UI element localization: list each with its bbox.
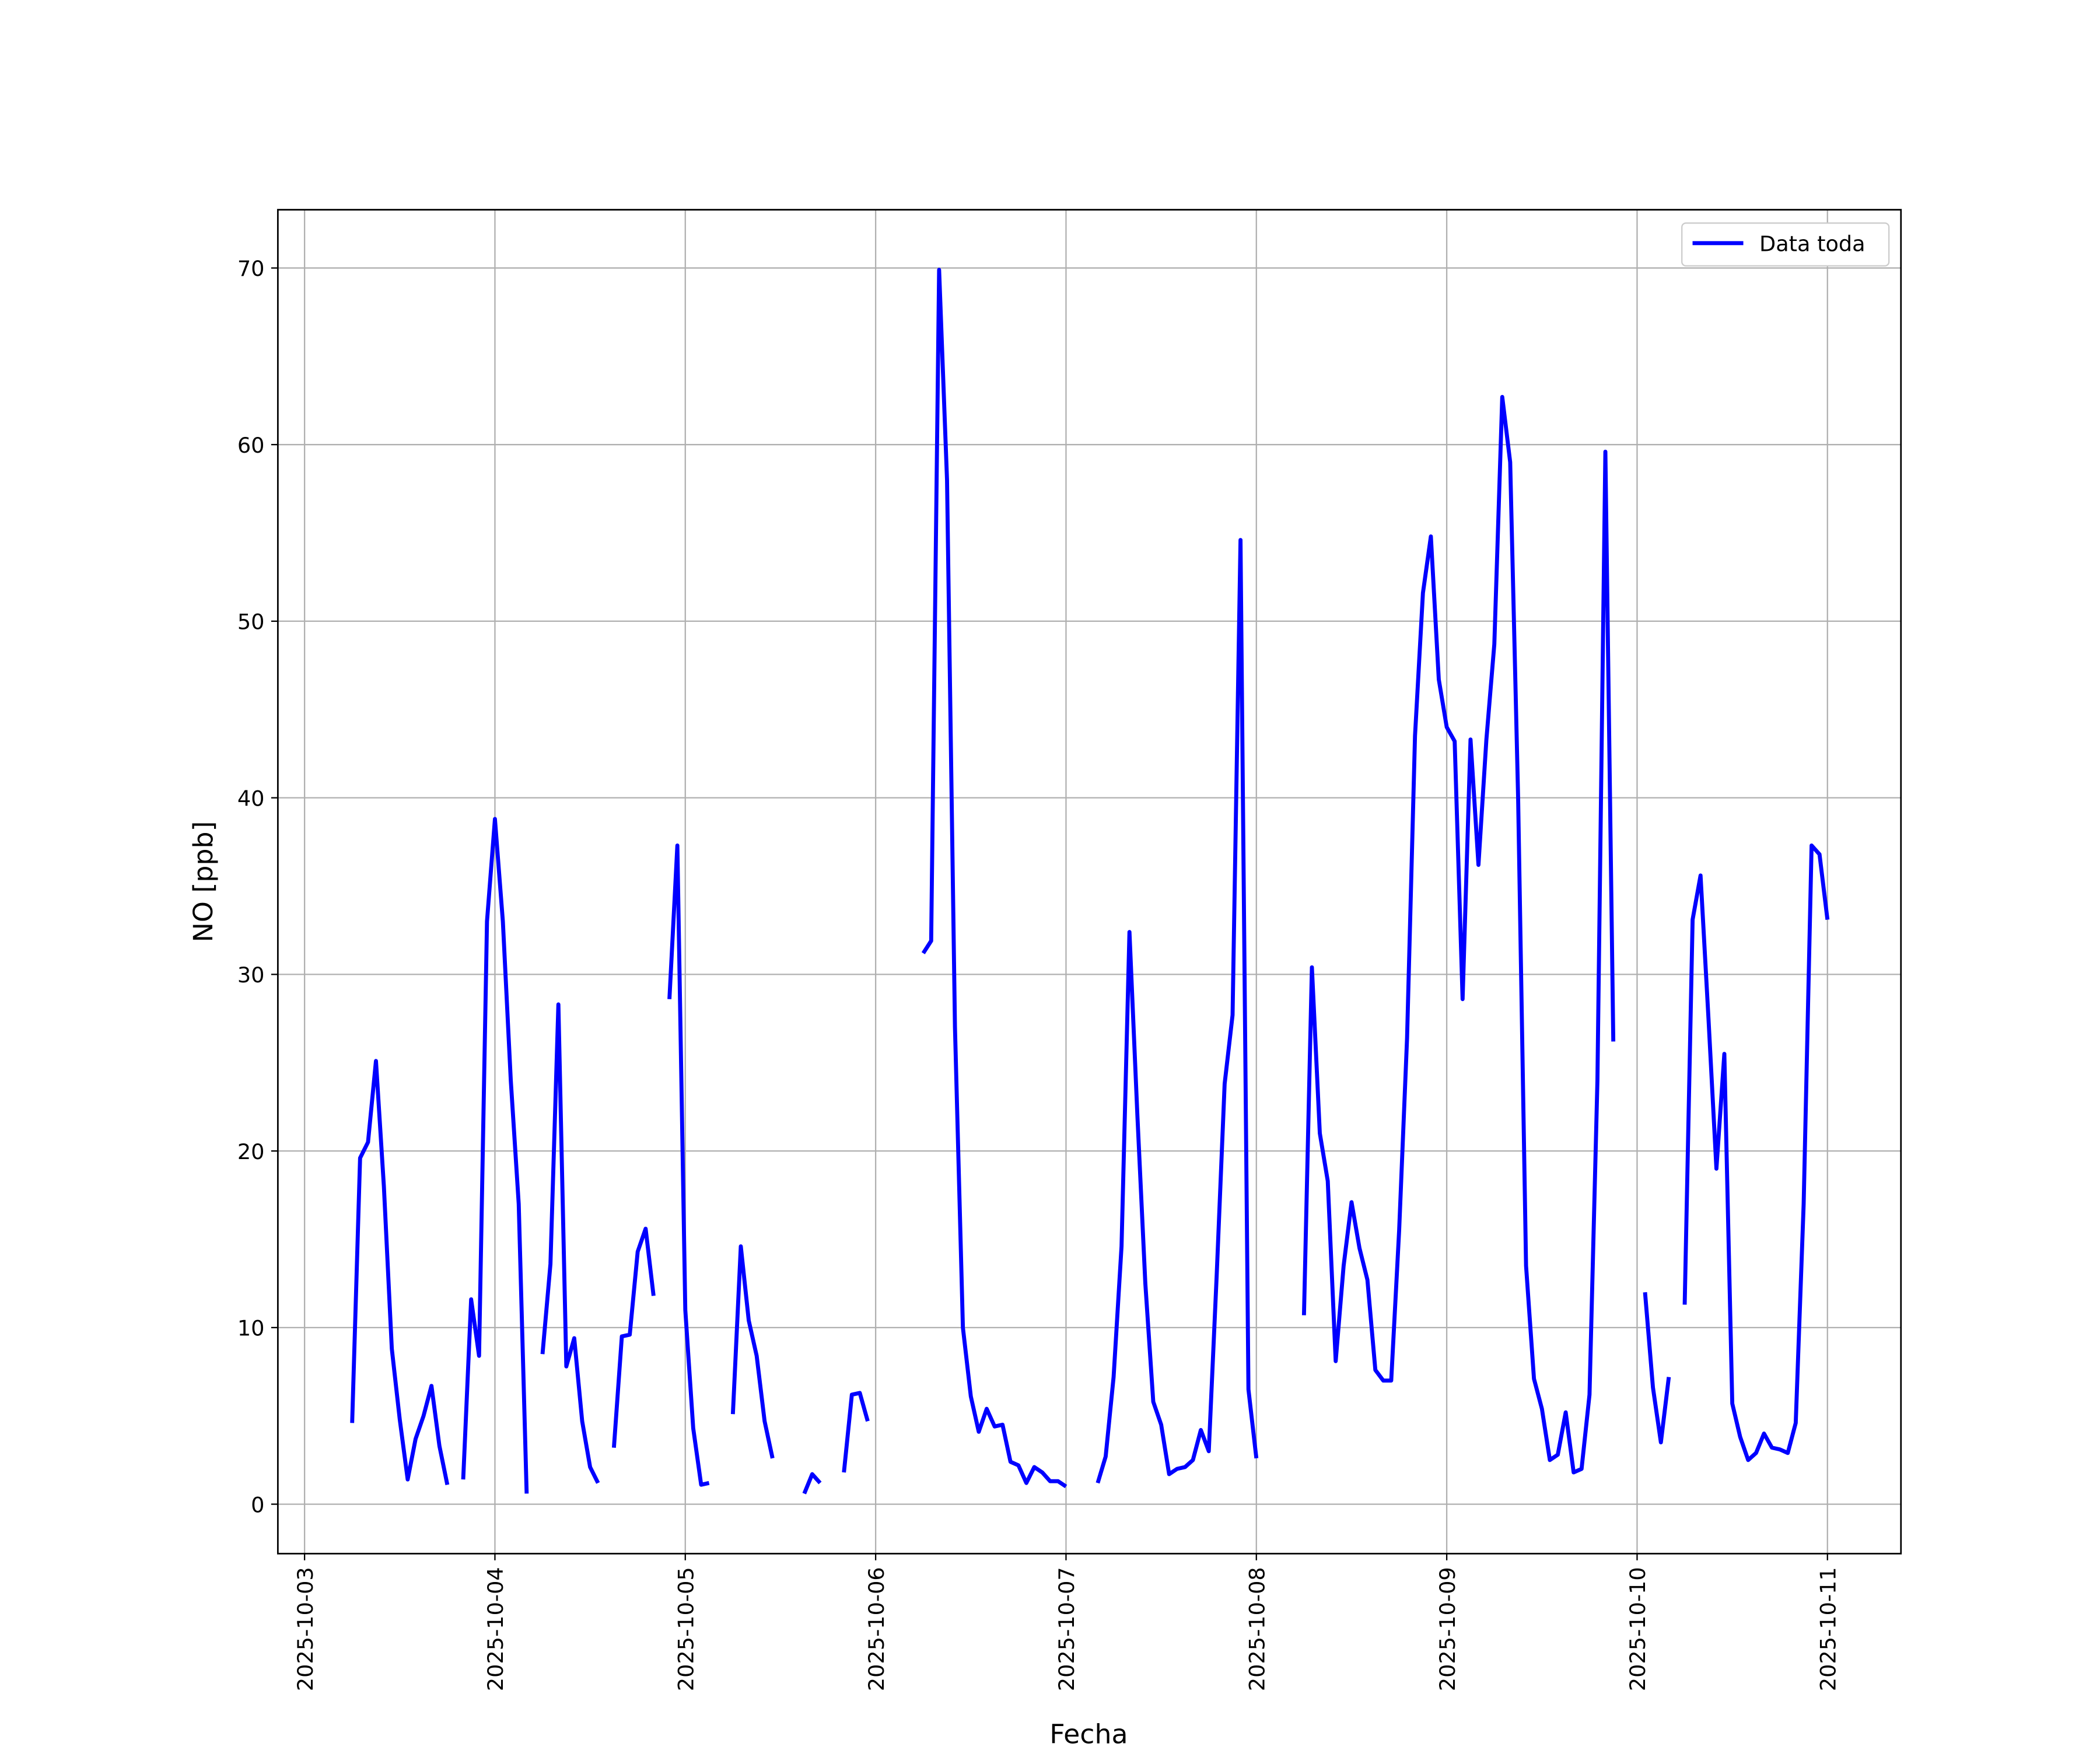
plot-frame: [276, 209, 1902, 1555]
x-tick-label: 2025-10-04: [483, 1567, 508, 1691]
x-tick-label: 2025-10-03: [293, 1567, 318, 1691]
y-tick-label: 10: [237, 1316, 265, 1341]
legend-label: Data toda: [1759, 232, 1866, 257]
y-tick-label: 40: [237, 786, 265, 811]
data-line: [350, 268, 1830, 1494]
y-tick-label: 30: [237, 963, 265, 988]
y-tick-label: 50: [237, 610, 265, 635]
x-tick-label: 2025-10-08: [1245, 1567, 1270, 1691]
x-tick-label: 2025-10-06: [864, 1567, 889, 1691]
y-tick-label: 70: [237, 256, 265, 281]
x-tick-label: 2025-10-09: [1435, 1567, 1460, 1691]
y-tick-label: 20: [237, 1139, 265, 1164]
x-tick-label: 2025-10-07: [1054, 1567, 1079, 1691]
x-tick-label: 2025-10-11: [1816, 1567, 1841, 1691]
y-tick-label: 0: [251, 1492, 264, 1517]
y-axis-label: NO [ppb]: [187, 821, 219, 943]
x-axis-label: Fecha: [1049, 1718, 1128, 1750]
x-tick-label: 2025-10-05: [674, 1567, 699, 1691]
x-tick-label: 2025-10-10: [1625, 1567, 1650, 1691]
y-tick-label: 60: [237, 433, 265, 458]
legend-box: [1681, 222, 1890, 267]
